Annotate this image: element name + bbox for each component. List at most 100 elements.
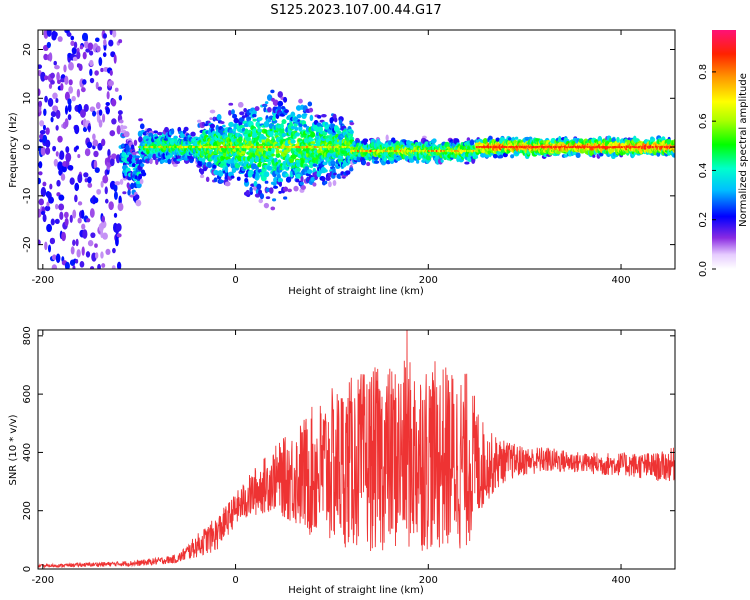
- heat-cell: [46, 30, 52, 37]
- heat-cell: [241, 115, 246, 119]
- heat-cell: [108, 39, 114, 47]
- heat-cell: [111, 153, 117, 160]
- heat-cell: [110, 51, 116, 58]
- heat-cell: [118, 39, 123, 44]
- heat-cell: [92, 133, 96, 141]
- heat-cell: [117, 110, 123, 115]
- heat-cell: [243, 108, 248, 113]
- heat-cell: [122, 191, 127, 195]
- heat-cell: [116, 154, 121, 164]
- heat-cell: [294, 132, 301, 137]
- heat-cell: [514, 136, 519, 140]
- heat-cell: [45, 127, 50, 135]
- heat-cell: [83, 172, 89, 178]
- heat-cell: [322, 161, 328, 166]
- heat-cell: [38, 88, 41, 97]
- heat-cell: [464, 161, 470, 165]
- heat-cell: [264, 101, 269, 105]
- heat-cell: [64, 105, 69, 115]
- heat-cell: [330, 160, 336, 165]
- heat-cell: [87, 182, 93, 188]
- heat-cell: [272, 185, 279, 189]
- heat-cell: [172, 163, 178, 168]
- heat-cell: [59, 211, 64, 220]
- heat-cell: [103, 38, 107, 46]
- heat-cell: [257, 117, 263, 121]
- heat-cell: [293, 185, 299, 192]
- heat-cell: [58, 169, 63, 176]
- heat-cell: [109, 158, 115, 167]
- heat-cell: [203, 167, 208, 172]
- heat-cell: [324, 180, 328, 185]
- heat-cell: [83, 40, 89, 49]
- heat-cell: [271, 153, 275, 157]
- heat-cell: [284, 109, 289, 114]
- x-tick-label: -200: [31, 275, 54, 286]
- heat-cell: [238, 136, 243, 143]
- heat-cell: [50, 72, 55, 79]
- heat-cell: [169, 152, 174, 157]
- heat-cell: [82, 229, 88, 239]
- heat-cell: [42, 214, 47, 223]
- heat-cell: [408, 157, 415, 163]
- heat-cell: [138, 159, 143, 164]
- heat-cell: [205, 176, 210, 183]
- heat-cell: [79, 109, 86, 118]
- heat-cell: [373, 160, 380, 164]
- y-tick-label: -20: [22, 236, 33, 252]
- spectrogram-heatmap: [38, 30, 675, 269]
- heat-cell: [52, 105, 59, 112]
- heat-cell: [72, 209, 77, 219]
- heat-cell: [268, 131, 274, 138]
- heat-cell: [100, 251, 104, 259]
- heat-cell: [295, 173, 302, 179]
- heat-cell: [199, 168, 205, 175]
- heat-cell: [87, 42, 94, 51]
- heat-cell: [113, 191, 118, 200]
- heat-cell: [616, 136, 620, 143]
- heat-cell: [93, 159, 98, 170]
- heat-cell: [232, 113, 238, 119]
- heat-cell: [44, 241, 48, 251]
- heat-cell: [113, 183, 118, 192]
- heat-cell: [74, 182, 80, 192]
- heat-cell: [65, 152, 72, 163]
- heat-cell: [289, 158, 294, 164]
- heat-cell: [236, 176, 241, 181]
- heat-cell: [121, 125, 128, 130]
- heat-cell: [63, 64, 67, 73]
- heat-cell: [121, 143, 125, 148]
- heat-cell: [216, 114, 222, 121]
- heat-cell: [119, 178, 124, 185]
- heat-cell: [68, 61, 74, 71]
- heat-cell: [96, 45, 101, 53]
- heat-cell: [94, 252, 99, 259]
- heat-cell: [95, 81, 99, 90]
- heat-cell: [46, 201, 50, 207]
- heat-cell: [109, 130, 116, 137]
- heat-cell: [77, 201, 83, 206]
- heat-cell: [196, 119, 202, 123]
- spectrogram-panel: -200 0 200 400 -20 -10 0 10 20 Height of straig…: [8, 29, 676, 297]
- heat-cell: [212, 164, 217, 169]
- heat-cell: [281, 133, 286, 138]
- heat-cell: [249, 186, 253, 193]
- heat-cell: [266, 94, 273, 101]
- spectrogram-x-axis-title: Height of straight line (km): [288, 286, 424, 297]
- heat-cell: [57, 79, 61, 85]
- heat-cell: [609, 148, 615, 154]
- heat-cell: [94, 70, 99, 76]
- heat-cell: [81, 246, 85, 256]
- heat-cell: [81, 223, 86, 230]
- heat-cell: [106, 91, 110, 100]
- heat-cell: [40, 146, 46, 156]
- heat-cell: [295, 147, 302, 153]
- heat-cell: [333, 172, 337, 176]
- heat-cell: [87, 179, 92, 184]
- heat-cell: [72, 56, 78, 62]
- heat-cell: [281, 164, 286, 171]
- heat-cell: [337, 156, 344, 160]
- heat-cell: [48, 52, 53, 62]
- heat-cell: [283, 186, 289, 192]
- heat-cell: [97, 263, 101, 269]
